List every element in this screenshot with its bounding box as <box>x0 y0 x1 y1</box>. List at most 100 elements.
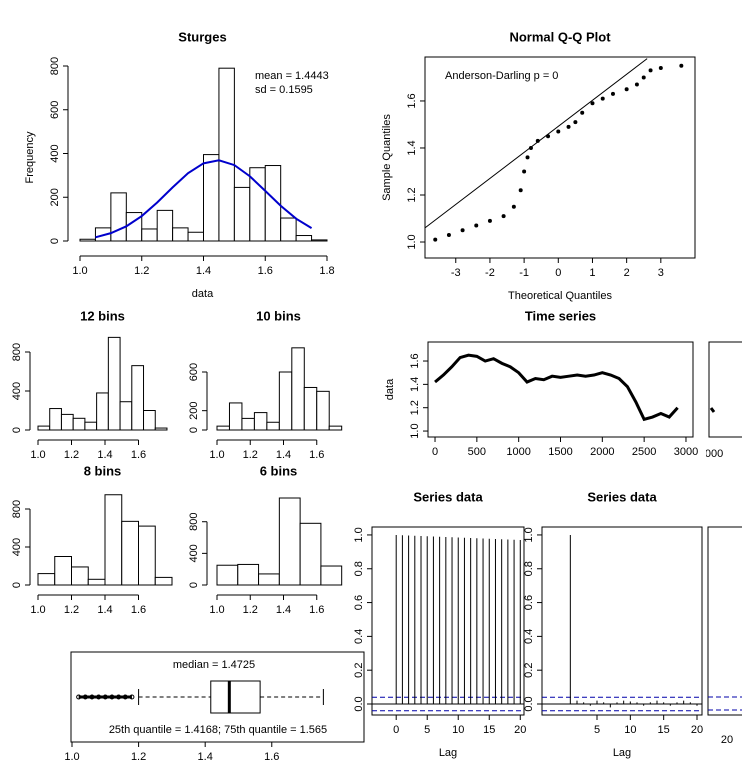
bar <box>37 573 56 586</box>
x-tick-label: 1.6 <box>264 751 279 763</box>
x-tick-label: 1.2 <box>131 751 146 763</box>
clipped-panel: 3000 <box>699 341 742 460</box>
y-tick-label: 0.0 <box>523 696 535 711</box>
bar <box>316 390 330 431</box>
x-tick-label: 1.4 <box>196 265 211 277</box>
x-tick-label: 20 <box>721 734 733 746</box>
x-tick-label: 20 <box>514 724 526 736</box>
outlier <box>82 694 88 700</box>
plot-frame <box>371 526 525 716</box>
qq-point <box>573 120 578 125</box>
y-tick-label: 1.2 <box>409 400 421 415</box>
x-tick-label: 1.2 <box>134 265 149 277</box>
qq-point <box>546 134 551 139</box>
plot-frame <box>541 526 703 716</box>
x-tick-label: 2000 <box>590 446 614 458</box>
outlier <box>109 694 115 700</box>
bar <box>96 392 109 431</box>
qq-point <box>446 232 451 237</box>
density-curve <box>95 159 313 239</box>
bar <box>295 235 313 242</box>
y-tick-label: 1.6 <box>406 93 418 108</box>
bar <box>320 565 343 586</box>
x-tick-label: 3000 <box>674 446 698 458</box>
bar <box>266 421 280 431</box>
x-tick-label: 15 <box>658 724 670 736</box>
y-tick-label: 1.6 <box>409 353 421 368</box>
x-tick-label: 1500 <box>548 446 572 458</box>
bar <box>303 386 318 431</box>
plot-frame <box>70 651 365 743</box>
bar <box>141 228 158 242</box>
y-tick-label: 600 <box>49 101 61 119</box>
y-tick-label: 0.8 <box>353 561 365 576</box>
x-tick-label: -3 <box>451 267 461 279</box>
qq-point <box>501 214 506 219</box>
bar <box>107 336 121 431</box>
qq-point <box>522 169 527 174</box>
x-tick-label: 10 <box>452 724 464 736</box>
x-tick-label: 500 <box>468 446 486 458</box>
y-tick-label: 0.2 <box>353 663 365 678</box>
chart-title: Normal Q-Q Plot <box>509 29 611 44</box>
x-tick-label: 2500 <box>632 446 656 458</box>
clipped-series <box>709 407 716 413</box>
x-tick-label: 20 <box>691 724 703 736</box>
x-tick-label: 1.6 <box>131 604 146 616</box>
annotation: Anderson-Darling p = 0 <box>445 70 558 82</box>
reference-line <box>424 58 648 229</box>
x-tick-label: 2 <box>624 267 630 279</box>
y-tick-label: 200 <box>49 188 61 206</box>
qq-point <box>566 124 571 129</box>
x-tick-label: 1.6 <box>258 265 273 277</box>
chart-title: Time series <box>525 308 596 323</box>
qq-point <box>460 228 465 233</box>
x-tick-label: 0 <box>393 724 399 736</box>
qq-point <box>556 129 561 134</box>
bar <box>87 578 106 586</box>
x-axis-label: Theoretical Quantiles <box>508 290 612 302</box>
outlier <box>116 694 122 700</box>
x-tick-label: 1 <box>589 267 595 279</box>
y-tick-label: 0 <box>49 238 61 244</box>
y-tick-label: 0.6 <box>353 595 365 610</box>
bar <box>233 186 251 242</box>
plot-frame <box>424 56 696 259</box>
bar <box>110 192 127 242</box>
y-tick-label: 0.4 <box>353 629 365 644</box>
plot-frame <box>707 526 742 716</box>
y-tick-label: 200 <box>188 401 200 419</box>
clipped-panel: 20 <box>707 526 742 746</box>
chart-title: Sturges <box>178 29 226 44</box>
qq-point <box>658 66 663 71</box>
bar <box>258 573 280 586</box>
bar <box>216 564 239 586</box>
qq-point <box>624 87 629 92</box>
bar <box>154 427 168 431</box>
qq-point <box>648 68 653 73</box>
qq-point <box>580 110 585 115</box>
x-tick-label: 3 <box>658 267 664 279</box>
bar <box>119 401 133 431</box>
x-tick-label: 1.4 <box>276 449 291 461</box>
bar <box>328 425 343 431</box>
bar <box>131 365 145 431</box>
x-tick-label: 1.6 <box>131 449 146 461</box>
x-tick-label: 3000 <box>699 448 723 460</box>
bar <box>49 408 62 431</box>
annotation: mean = 1.4443 <box>255 70 329 82</box>
bar <box>278 497 301 586</box>
y-tick-label: 0 <box>11 427 23 433</box>
y-axis-label: data <box>384 378 396 400</box>
outlier <box>102 694 108 700</box>
x-tick-label: 5 <box>424 724 430 736</box>
bar <box>299 522 322 586</box>
bar <box>203 154 220 242</box>
y-tick-label: 0.2 <box>523 663 535 678</box>
x-tick-label: 10 <box>624 724 636 736</box>
x-tick-label: 1.0 <box>209 449 224 461</box>
x-tick-label: 1.0 <box>30 604 45 616</box>
chart-title: Series data <box>587 489 657 504</box>
x-tick-label: 1.2 <box>243 449 258 461</box>
y-tick-label: 600 <box>188 363 200 381</box>
